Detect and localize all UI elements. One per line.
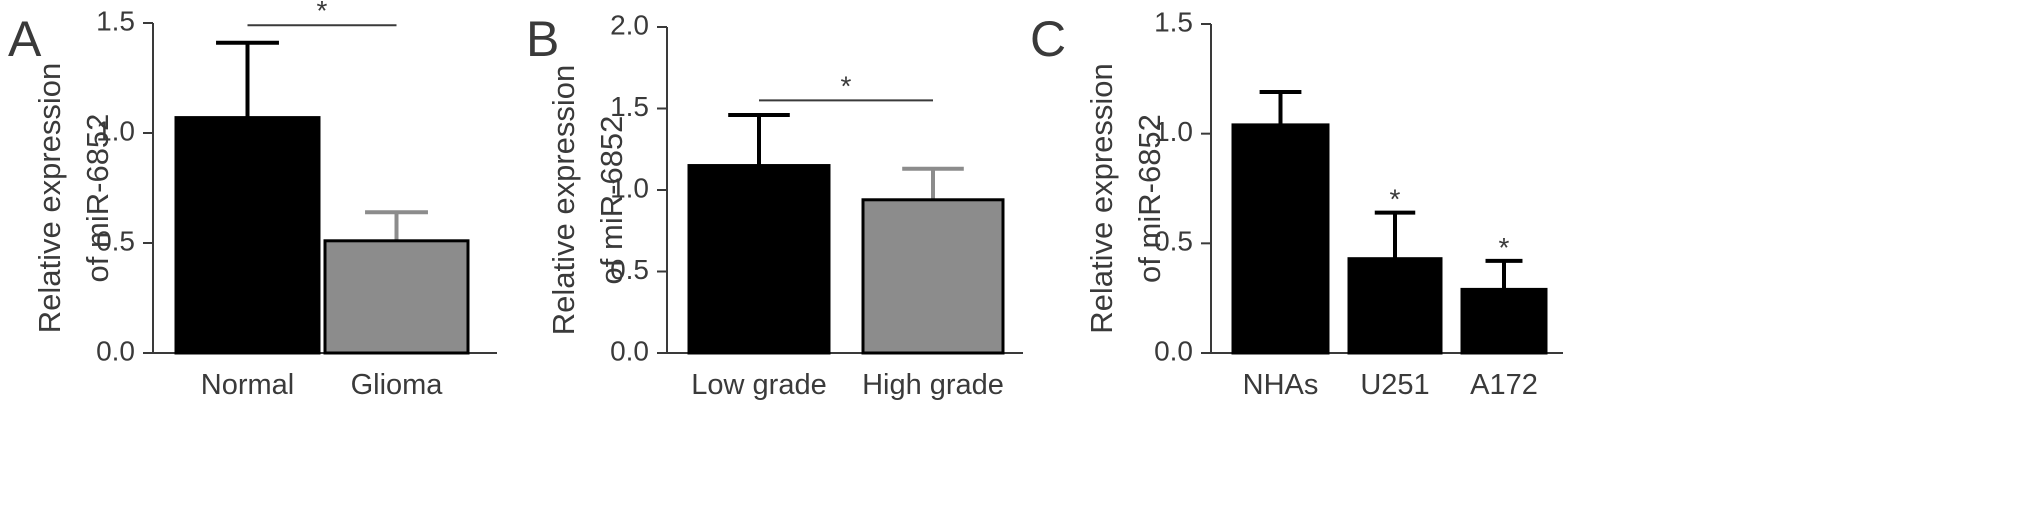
y-axis-label: of miR-6852 xyxy=(594,116,629,285)
x-tick-label: U251 xyxy=(1360,369,1429,401)
y-tick-label: 1.0 xyxy=(610,172,649,203)
bar-high-grade xyxy=(861,198,1005,355)
x-tick-label: High grade xyxy=(862,369,1004,401)
y-tick-label: 0.5 xyxy=(1154,226,1193,257)
significance-star: * xyxy=(317,0,328,26)
significance-star: * xyxy=(1499,232,1510,263)
y-tick-label: 0.0 xyxy=(1154,335,1193,366)
y-axis-label: Relative expression xyxy=(1084,63,1119,334)
x-tick-label: Glioma xyxy=(351,369,444,401)
panel-letter: C xyxy=(1030,11,1066,67)
y-tick-label: 1.0 xyxy=(1154,116,1193,147)
x-tick-label: Low grade xyxy=(691,369,826,401)
bar-nhas xyxy=(1231,123,1330,355)
bar-u251 xyxy=(1347,257,1443,355)
y-axis-label: of miR-6852 xyxy=(80,114,115,283)
panel-c: C Relative expression of miR-6852 0.0 0.5 1.0… xyxy=(1030,6,1563,401)
y-tick-label: 0.0 xyxy=(610,335,649,366)
bar-low-grade xyxy=(687,164,831,355)
y-tick-label: 1.5 xyxy=(96,5,135,36)
bar-normal xyxy=(174,116,321,355)
y-axis-label: of miR-6852 xyxy=(1132,114,1167,283)
x-tick-label: A172 xyxy=(1470,369,1538,401)
y-tick-label: 0.5 xyxy=(610,254,649,285)
y-tick-label: 1.5 xyxy=(610,91,649,122)
y-axis-label: Relative expression xyxy=(546,65,581,336)
significance-star: * xyxy=(1390,184,1401,215)
y-axis-label: Relative expression xyxy=(32,63,67,334)
y-tick-label: 2.0 xyxy=(610,9,649,40)
y-tick-label: 1.5 xyxy=(1154,6,1193,37)
bar-a172 xyxy=(1460,287,1548,355)
y-tick-label: 0.0 xyxy=(96,335,135,366)
x-tick-label: Normal xyxy=(201,369,294,401)
bar-glioma xyxy=(323,239,470,355)
x-tick-label: NHAs xyxy=(1243,369,1319,401)
significance-star: * xyxy=(841,70,852,101)
panel-letter: A xyxy=(8,11,42,67)
y-tick-label: 0.5 xyxy=(96,225,135,256)
y-tick-label: 1.0 xyxy=(96,115,135,146)
panel-letter: B xyxy=(526,11,559,67)
